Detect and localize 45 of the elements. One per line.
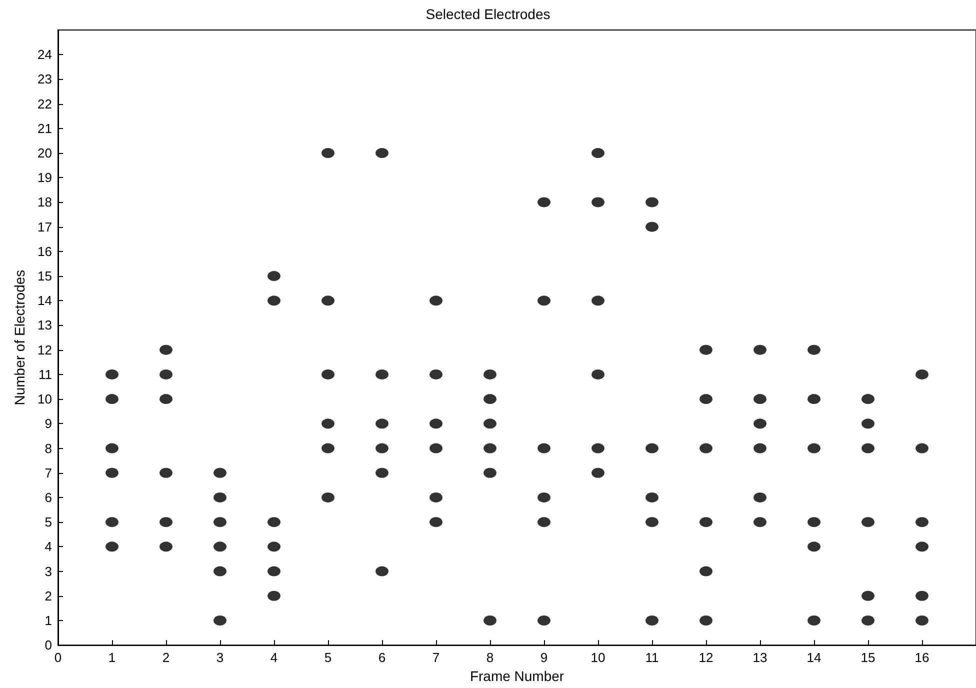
- y-tick-label: 19: [38, 170, 52, 186]
- y-tick-label: 24: [38, 47, 52, 62]
- y-tick-label: 7: [44, 465, 52, 480]
- y-tick-label: 6: [44, 490, 52, 505]
- x-tick-label: 15: [860, 650, 876, 666]
- y-tick-label: 16: [38, 244, 52, 259]
- x-tick-label: 10: [590, 650, 606, 666]
- y-tick-label: 9: [44, 416, 52, 432]
- x-tick-label: 4: [270, 650, 278, 666]
- y-tick-label: 23: [38, 72, 52, 87]
- y-tick-label: 15: [38, 268, 52, 284]
- y-tick-label: 22: [38, 96, 52, 112]
- x-tick-label: 6: [378, 650, 386, 666]
- x-tick-label: 5: [324, 650, 332, 666]
- x-tick-label: 11: [645, 650, 659, 666]
- y-tick-label: 8: [44, 440, 52, 456]
- y-tick-label: 10: [38, 392, 52, 407]
- x-tick-label: 0: [54, 650, 62, 666]
- y-tick-label: 20: [38, 146, 52, 161]
- y-tick-label: 11: [38, 366, 52, 382]
- y-tick-label: 3: [44, 564, 52, 579]
- y-axis-title: Number of Electrodes: [12, 270, 28, 406]
- x-tick-label: 1: [108, 650, 116, 666]
- y-tick-label: 1: [44, 612, 52, 628]
- x-tick-label: 3: [216, 650, 224, 666]
- x-tick-label: 16: [914, 650, 930, 666]
- y-tick-label: 13: [38, 318, 52, 333]
- y-tick-label: 0: [44, 638, 52, 653]
- x-tick-label: 7: [432, 650, 440, 666]
- y-tick-label: 2: [44, 588, 52, 604]
- y-tick-label: 4: [44, 539, 52, 554]
- y-tick-label: 18: [38, 194, 52, 210]
- x-tick-label: 14: [806, 650, 822, 666]
- x-tick-label: 12: [698, 650, 714, 666]
- x-tick-label: 8: [486, 650, 494, 666]
- x-tick-label: 2: [162, 650, 170, 666]
- x-tick-label: 9: [540, 650, 548, 666]
- y-tick-label: 14: [38, 293, 52, 308]
- x-axis-title: Frame Number: [470, 668, 564, 684]
- x-tick-label: 13: [752, 650, 768, 666]
- y-tick-label: 12: [38, 342, 52, 358]
- chart-title: Selected Electrodes: [426, 6, 550, 22]
- y-tick-label: 5: [44, 514, 52, 530]
- y-tick-label: 21: [38, 120, 52, 136]
- y-tick-label: 17: [38, 219, 52, 234]
